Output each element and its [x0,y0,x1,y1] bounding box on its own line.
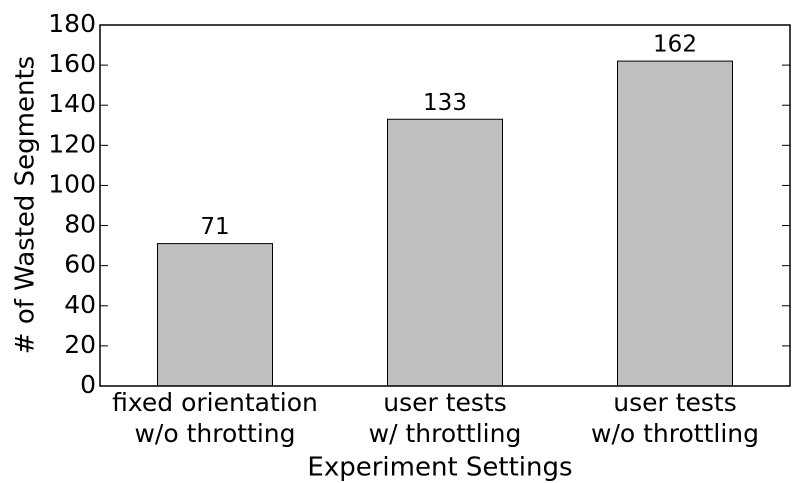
y-tick-label: 40 [64,290,96,319]
y-tick-label: 100 [48,169,96,198]
bar [387,118,503,387]
value-label: 162 [653,32,697,58]
bar [617,60,733,387]
x-tick-label: user tests w/ throttling [369,388,522,448]
y-tick-label: 160 [48,49,96,78]
y-tick-label: 180 [48,9,96,38]
y-axis-label: # of Wasted Segments [11,56,41,354]
value-label: 71 [200,214,229,240]
y-tick-label: 60 [64,250,96,279]
y-tick-label: 120 [48,129,96,158]
y-tick-label: 140 [48,89,96,118]
y-tick-label: 80 [64,210,96,239]
plot-frame [99,24,791,387]
value-label: 133 [423,90,467,116]
y-tick-label: 20 [64,330,96,359]
y-tick-label: 0 [80,370,96,399]
x-tick-label: user tests w/o throttling [591,388,759,448]
x-tick-label: fixed orientation w/o throtting [112,388,318,448]
x-axis-label: Experiment Settings [307,453,572,483]
bar [157,243,273,387]
